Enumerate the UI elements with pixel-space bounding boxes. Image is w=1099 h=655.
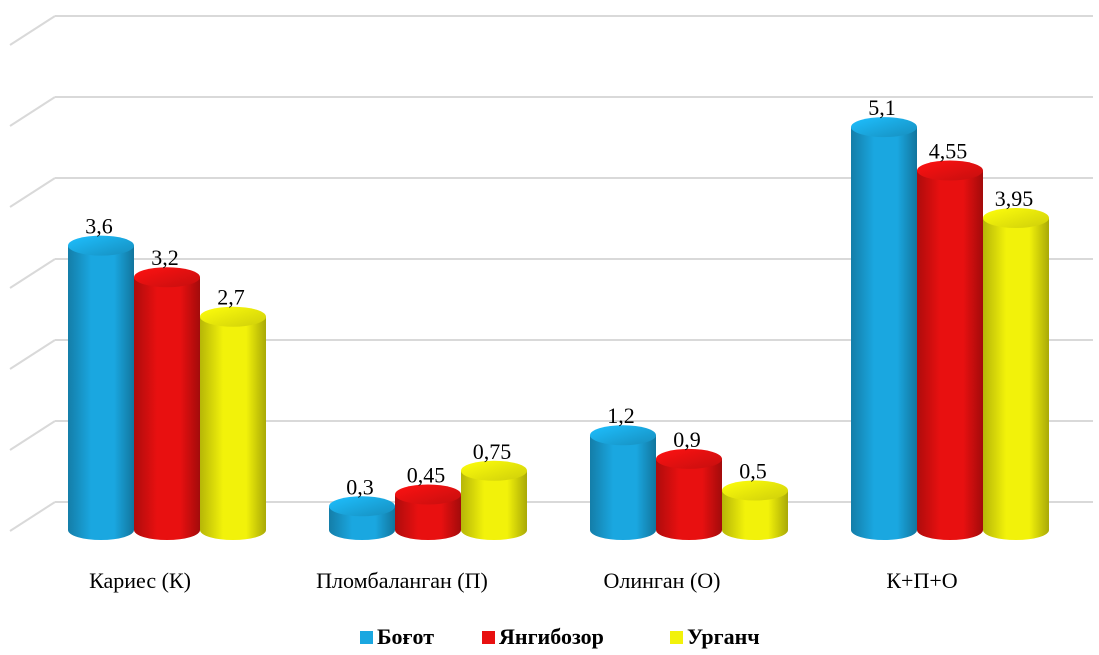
- bar-body: [722, 490, 788, 540]
- bar-top: [656, 448, 722, 469]
- legend-label: Боғот: [377, 624, 434, 649]
- legend: Боғот Янгибозор Урганч: [360, 624, 760, 649]
- gridline-depth: [9, 177, 56, 208]
- legend-item-series-urganch: Урганч: [670, 624, 760, 649]
- bar-series-bogot-0: [68, 235, 134, 540]
- bar-top: [395, 484, 461, 505]
- bar-top: [134, 267, 200, 288]
- data-label: 3,95: [995, 186, 1034, 211]
- bar-top: [983, 207, 1049, 228]
- bar-top: [722, 480, 788, 501]
- data-label: 0,3: [346, 474, 374, 499]
- bar-series-urganch-1: [461, 460, 527, 540]
- legend-swatch: [482, 631, 495, 644]
- legend-item-series-yangibozor: Янгибозор: [482, 624, 604, 649]
- data-label: 3,2: [151, 245, 179, 270]
- legend-label: Урганч: [687, 624, 760, 649]
- data-label: 0,9: [673, 427, 701, 452]
- gridline-depth: [9, 96, 56, 127]
- legend-item-series-bogot: Боғот: [360, 624, 434, 649]
- gridline-depth: [9, 339, 56, 370]
- bar-body: [395, 494, 461, 540]
- legend-swatch: [360, 631, 373, 644]
- legend-swatch: [670, 631, 683, 644]
- bar-body: [461, 470, 527, 540]
- bar-body: [590, 435, 656, 540]
- bar-series-yangibozor-2: [656, 448, 722, 540]
- bar-body: [200, 316, 266, 540]
- bar-series-yangibozor-0: [134, 267, 200, 540]
- data-labels: 3,6 3,2 2,7 0,3 0,45 0,75 1,2 0,9 0,5 5,1 4,55 3,95: [85, 95, 1033, 499]
- bar-body: [983, 217, 1049, 540]
- category-label: Олинган (О): [603, 568, 720, 593]
- bar-top: [590, 425, 656, 446]
- data-label: 0,5: [739, 459, 767, 484]
- bar-top: [851, 117, 917, 138]
- gridline-depth: [9, 15, 56, 46]
- bar-body: [134, 277, 200, 540]
- gridline-depth: [9, 258, 56, 289]
- data-label: 4,55: [929, 139, 968, 164]
- bar-body: [917, 170, 983, 541]
- data-label: 0,75: [473, 439, 512, 464]
- category-label: К+П+О: [886, 568, 957, 593]
- bar-top: [917, 160, 983, 181]
- bar-series-bogot-1: [329, 496, 395, 540]
- bar-series-bogot-3: [851, 117, 917, 540]
- category-label: Кариес (К): [89, 568, 191, 593]
- gridline-depth: [9, 420, 56, 451]
- bars: [68, 117, 1049, 541]
- category-labels: Кариес (К) Пломбаланган (П) Олинган (О) К+П…: [89, 568, 958, 593]
- legend-label: Янгибозор: [499, 624, 604, 649]
- bar-top: [68, 235, 134, 256]
- category-label: Пломбаланган (П): [316, 568, 488, 593]
- bar-top: [200, 306, 266, 327]
- data-label: 2,7: [217, 285, 245, 310]
- bar-series-yangibozor-1: [395, 484, 461, 540]
- data-label: 1,2: [607, 403, 635, 428]
- bar-series-yangibozor-3: [917, 160, 983, 541]
- bar-top: [461, 460, 527, 481]
- bar-body: [68, 245, 134, 540]
- gridline-depth: [9, 501, 56, 532]
- bar-body: [656, 458, 722, 540]
- data-label: 0,45: [407, 462, 446, 487]
- data-label: 3,6: [85, 214, 113, 239]
- bar-series-urganch-3: [983, 207, 1049, 540]
- data-label: 5,1: [868, 95, 896, 120]
- bar-series-bogot-2: [590, 425, 656, 540]
- bar-body: [851, 127, 917, 540]
- bar-top: [329, 496, 395, 517]
- bar-series-urganch-0: [200, 306, 266, 540]
- bar-series-urganch-2: [722, 480, 788, 540]
